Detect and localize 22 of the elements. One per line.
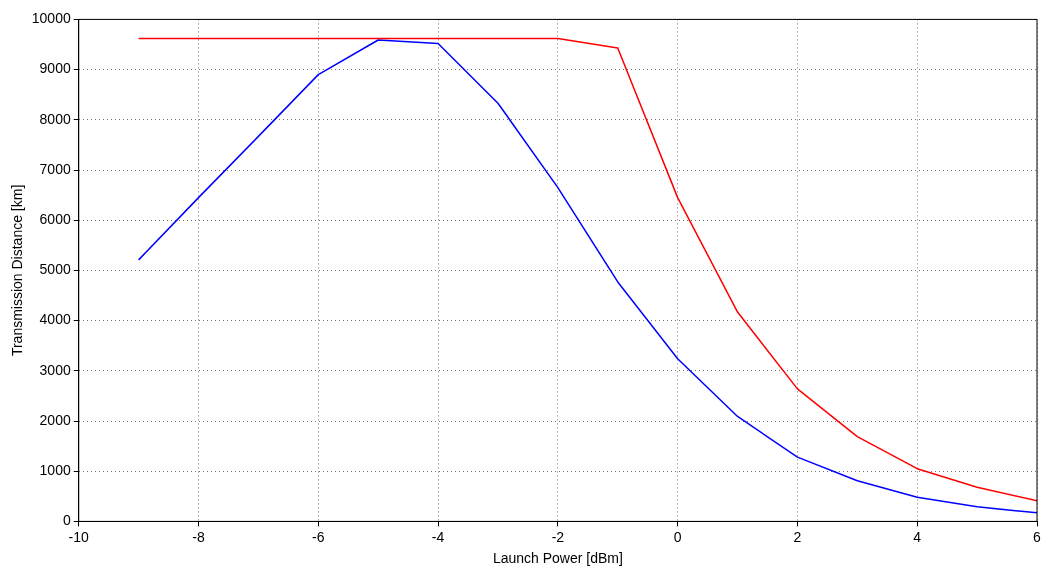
y-tick-label: 5000 (39, 261, 71, 278)
y-tick-label: 1000 (39, 462, 71, 479)
x-tick-label: 0 (673, 528, 682, 545)
y-tick-label: 9000 (39, 60, 71, 77)
y-tick-label: 6000 (39, 211, 71, 228)
x-tick-label: 6 (1033, 528, 1042, 545)
y-tick-label: 0 (62, 512, 71, 529)
x-tick-label: -10 (68, 528, 90, 545)
x-tick-label: 4 (913, 528, 922, 545)
x-tick-label: -6 (312, 528, 325, 545)
x-tick-label: -8 (192, 528, 205, 545)
y-tick-label: 10000 (31, 10, 71, 27)
x-tick-label: -4 (431, 528, 445, 545)
y-tick-label: 3000 (39, 361, 71, 378)
y-axis-title: Transmission Distance [km] (9, 184, 26, 357)
x-tick-label: 2 (793, 528, 802, 545)
y-tick-label: 8000 (39, 110, 71, 127)
y-tick-label: 4000 (39, 311, 71, 328)
x-axis-title: Launch Power [dBm] (492, 550, 623, 567)
y-tick-label: 2000 (39, 411, 71, 428)
y-tick-label: 7000 (39, 160, 71, 177)
x-tick-label: -2 (551, 528, 565, 545)
